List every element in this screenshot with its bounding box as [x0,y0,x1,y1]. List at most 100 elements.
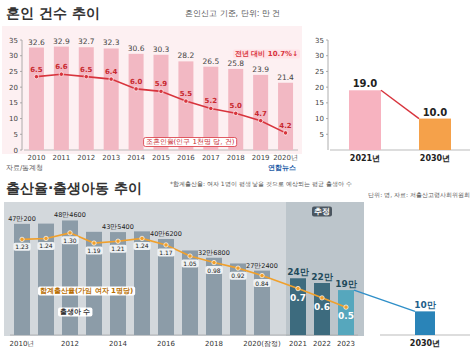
line-label: 1.30 [63,237,77,244]
line-point [296,286,300,290]
bar [253,75,268,150]
annotation: 전년 대비 10.7%↓ [235,50,298,58]
axis-line [22,40,23,150]
label-patch [85,247,103,255]
label-patch [133,242,151,250]
bar-label: 21.4 [277,73,294,82]
line-label: 1.24 [39,242,53,249]
line-label: 0.98 [207,267,221,274]
line-label: 6.5 [80,66,93,74]
axis-line [328,40,329,150]
x-tick-label: 2030년 [410,339,440,348]
bar [62,220,78,335]
plot-marks [415,311,435,335]
line-label: 5.5 [180,90,193,98]
y-tick-label: 5 [14,131,18,139]
line-label: 1.21 [111,245,125,252]
tick-mark [326,102,328,103]
label-patch [253,279,271,287]
tick-mark [20,118,22,119]
line [36,74,285,133]
credit: 연합뉴스 [268,164,296,172]
x-tick-label: 2012 [77,154,95,162]
projection-tag: 추정 [314,207,330,216]
line-point [164,243,168,247]
y-tick-label: 35 [9,37,18,45]
bar-label: 27만2400 [246,262,278,270]
line-point [234,111,238,115]
line-label: 4.7 [254,110,267,118]
line-point [109,77,113,81]
bar-label: 28.2 [178,51,195,60]
label-patch [229,272,247,280]
bar [158,239,174,335]
y-tick-label: 30 [315,52,324,60]
bar-label: 30.6 [128,44,145,53]
line-label: 6.0 [130,78,143,86]
bar [79,47,94,150]
line-point [92,241,96,245]
label-patch [312,207,332,217]
plot-labels: 47만20048만460043만540040만620032만680027만240… [8,211,357,321]
bar-label: 48만4600 [54,211,86,219]
line-label: 0.6 [314,302,330,312]
plot-marks [29,47,293,150]
bar-label: 30.3 [153,45,170,54]
bar [349,90,381,150]
x-tick-label: 2013 [102,154,120,162]
trend-line [354,290,415,311]
line-point [140,236,144,240]
x-tick-label: 2010년 [10,340,35,348]
x-tick-label: 2022 [313,340,331,348]
line-point [260,273,264,277]
bar-label: 23.9 [252,65,269,74]
line-point [159,89,163,93]
x-tick-label: 2020(잠정) [243,340,281,348]
bar [129,54,144,150]
tick-mark [326,40,328,41]
plot-labels: 19.010.0 [353,78,448,117]
canvas: 혼인 건수 추이혼인신고 기준, 단위: 만 건0510152025303532… [0,0,474,353]
bar-label: 47만200 [8,215,36,223]
line-label: 1.17 [159,249,173,256]
bar-label: 32.9 [53,37,70,46]
line-label: 5.0 [230,102,243,110]
legend-label: 출생아 수 [60,308,90,316]
bar [415,311,435,335]
bar [254,271,270,335]
bar [104,48,119,150]
bar [338,290,354,335]
bar-label: 22만 [311,272,333,282]
line-point [209,106,213,110]
bar-label: 40만6200 [150,230,182,238]
line-point [344,305,348,309]
bar [38,224,54,335]
line-point [20,237,24,241]
tick-mark [20,40,22,41]
bar [206,258,222,335]
x-tick-label: 2021년 [350,154,380,163]
line-point [258,118,262,122]
x-tick-label: 2030년 [420,154,450,163]
label-patch [109,245,127,253]
source: 단위: 명, 자료: 저출산고령사회위원회 [368,191,470,198]
line-label: 4.2 [279,122,292,130]
x-tick-label: 2014 [109,340,127,348]
line-point [188,254,192,258]
line-point [34,74,38,78]
panel-bg [2,26,302,154]
bar [278,83,293,150]
y-tick-label: 25 [9,68,18,76]
subtitle: 혼인신고 기준, 단위: 만 건 [185,9,280,18]
line-label: 6.6 [55,63,68,71]
line-label: 0.84 [255,280,269,287]
label-patch [58,308,92,317]
bar [314,283,330,335]
bar-label: 32만6800 [198,249,230,257]
subtitle: *합계출산율: 여자 1명이 평생 낳을 것으로 예상되는 평균 출생아 수 [170,180,352,187]
panel-bg [4,202,364,336]
label-patch [144,138,237,147]
source: 자료/통계청 [6,164,43,172]
y-tick-label: 0 [14,147,18,155]
legend-label: 조혼인율(인구 1천명 당, 건) [146,138,235,146]
